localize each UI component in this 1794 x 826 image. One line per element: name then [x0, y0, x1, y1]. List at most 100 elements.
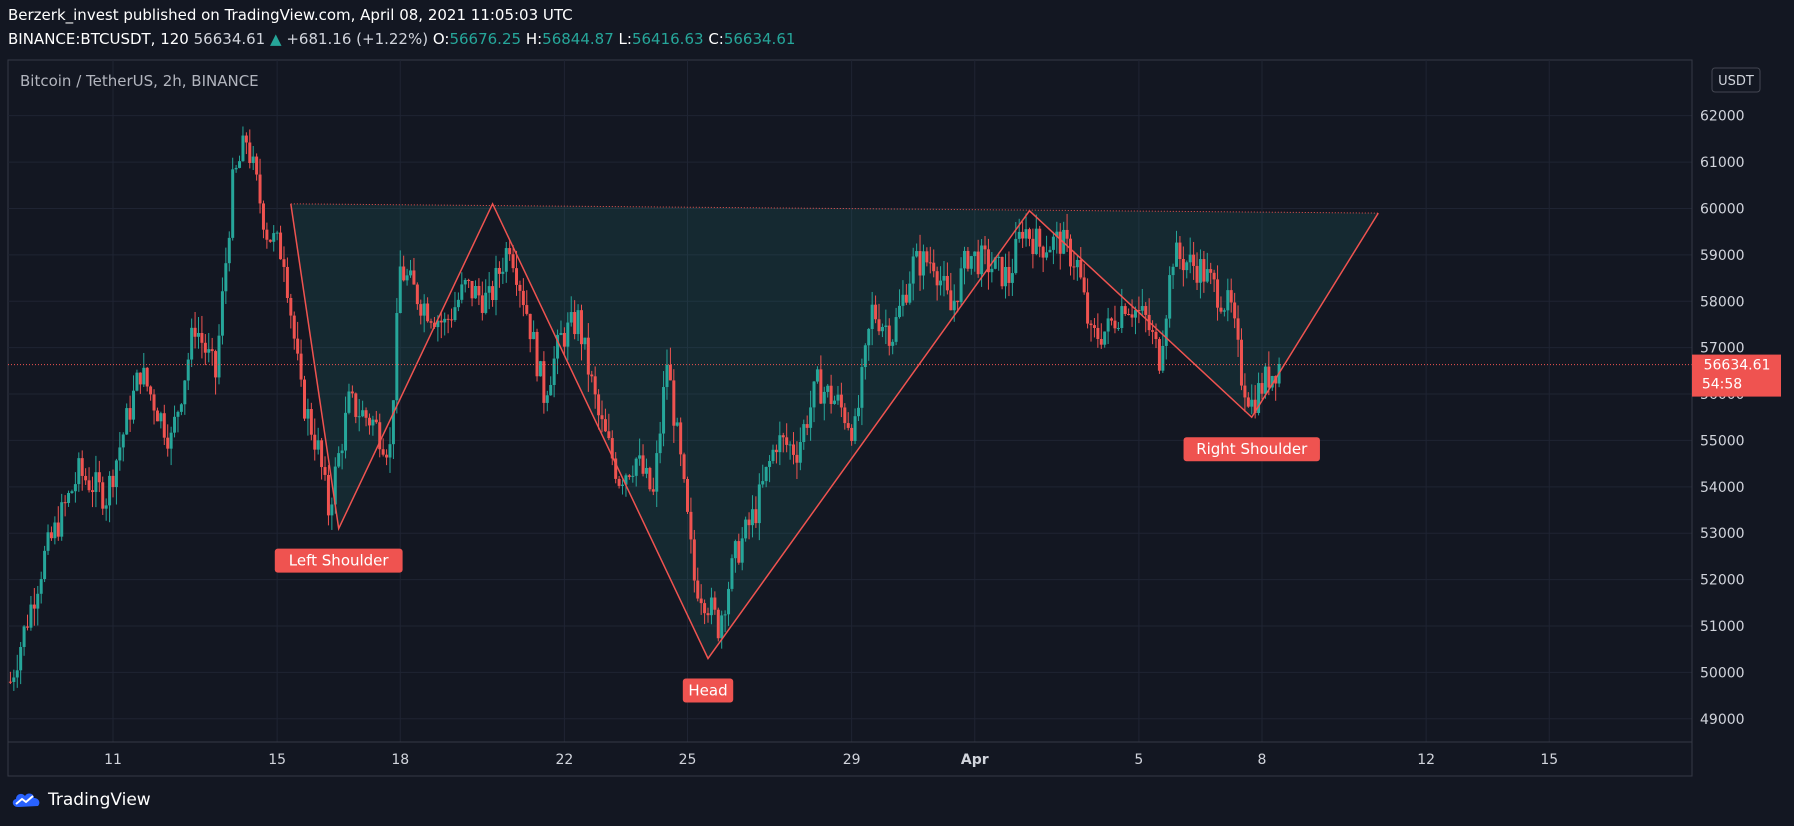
candle [1058, 223, 1062, 270]
candle [501, 257, 505, 284]
candle [761, 464, 765, 488]
price-tag-value: 56634.61 [1704, 358, 1771, 374]
candle [371, 415, 375, 436]
candle [538, 360, 542, 377]
candle [904, 284, 908, 306]
candle [1021, 221, 1025, 248]
open-value: 56676.25 [449, 30, 522, 48]
candle [887, 318, 891, 356]
candle [473, 280, 477, 299]
candle [241, 126, 245, 162]
candle [104, 498, 108, 521]
publisher-line: Berzerk_invest published on TradingView.… [8, 6, 573, 24]
tradingview-logo[interactable]: TradingView [10, 790, 151, 810]
candle [1185, 260, 1189, 279]
candle [1257, 372, 1261, 416]
candle [942, 260, 946, 297]
candle [415, 282, 419, 310]
candle [477, 278, 481, 306]
candle [402, 255, 406, 282]
candle [651, 477, 655, 496]
candle [562, 327, 566, 356]
candle [196, 317, 200, 349]
candle [959, 257, 963, 306]
candle [306, 398, 310, 436]
price-tick-label: 53000 [1700, 526, 1745, 542]
price-axis[interactable]: 4900050000510005200053000540005500056000… [1700, 109, 1745, 728]
candle [87, 467, 91, 493]
candle [962, 246, 966, 285]
candle [549, 376, 553, 396]
candle [1000, 256, 1004, 290]
candle [292, 311, 296, 350]
candle [911, 247, 915, 301]
candle [446, 314, 450, 334]
currency-badge[interactable]: USDT [1711, 67, 1761, 93]
time-axis[interactable]: 11 15 18 22 25 29 Apr 5 8 12 15 [104, 752, 1558, 768]
candle [364, 407, 368, 427]
low-key: L: [618, 30, 632, 48]
open-key: O: [432, 30, 450, 48]
candle [750, 495, 754, 538]
candle [1031, 228, 1035, 269]
price-tick-label: 59000 [1700, 248, 1745, 264]
candle [1250, 384, 1254, 415]
candle [877, 303, 881, 336]
price-tick-label: 52000 [1700, 573, 1745, 589]
candle [668, 347, 672, 381]
candle [378, 413, 382, 458]
candle [1202, 251, 1206, 293]
candle [744, 516, 748, 542]
candle [764, 466, 768, 488]
candle [272, 225, 276, 252]
time-tick-label: 15 [268, 752, 286, 768]
candle [812, 380, 816, 423]
symbol-label[interactable]: BINANCE:BTCUSDT, 120 [8, 30, 189, 48]
pattern-label: Head [682, 678, 734, 703]
candle [898, 289, 902, 319]
candle [915, 243, 919, 258]
candle [839, 382, 843, 418]
candle [422, 294, 426, 333]
candle [1161, 330, 1165, 373]
candle [532, 320, 536, 340]
candle [234, 164, 238, 173]
candle [60, 493, 64, 541]
candle [556, 329, 560, 375]
candle [774, 444, 778, 464]
candle [986, 238, 990, 290]
candle [73, 472, 77, 503]
candle [1209, 262, 1213, 285]
candle [84, 468, 88, 485]
candle [740, 527, 744, 571]
candle [132, 375, 136, 424]
candle [320, 437, 324, 480]
change-up-icon: ▲ [270, 30, 282, 48]
candle [973, 251, 977, 272]
candle [1072, 250, 1076, 280]
candle [634, 457, 638, 487]
candle [597, 389, 601, 430]
candle [238, 155, 242, 169]
candle [1178, 236, 1182, 270]
candle [983, 236, 987, 265]
candle [528, 313, 532, 353]
candle [686, 476, 689, 514]
candle [949, 272, 953, 311]
candle [217, 324, 221, 385]
candle [733, 539, 737, 573]
candle [1051, 231, 1055, 265]
candle [1216, 265, 1220, 321]
candle [846, 412, 850, 431]
candle [863, 343, 867, 380]
candle [768, 455, 772, 483]
candle [1157, 337, 1161, 374]
candle [579, 304, 583, 361]
candle [727, 581, 731, 626]
candle [101, 476, 105, 515]
time-tick-label: 15 [1540, 752, 1558, 768]
close-key: C: [708, 30, 724, 48]
candle [176, 410, 180, 433]
neckline [290, 203, 1379, 214]
